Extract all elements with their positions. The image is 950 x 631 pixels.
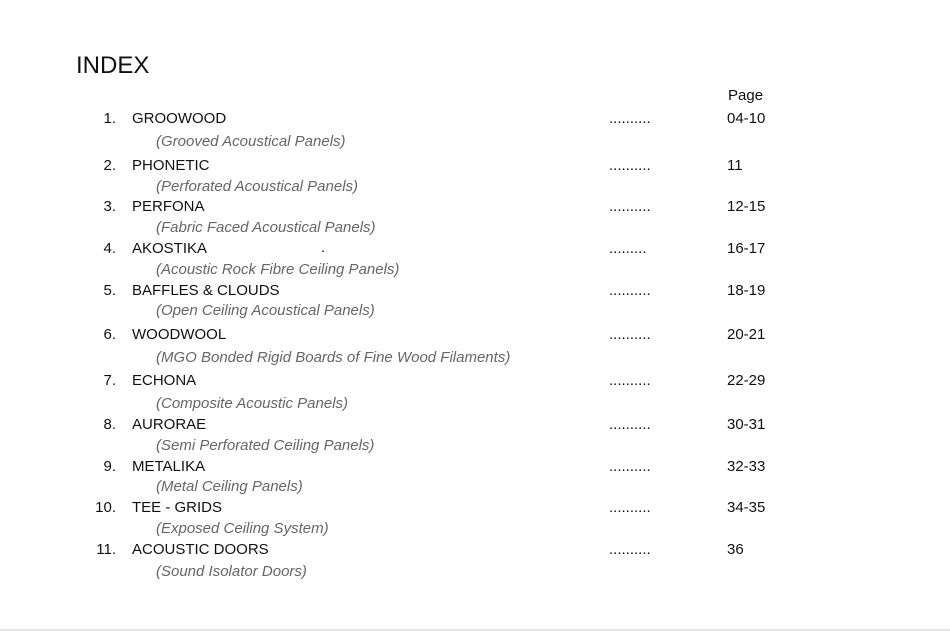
entry-name: PHONETIC	[132, 157, 210, 174]
entry-leader-dots: ..........	[609, 110, 651, 127]
entry-name: WOODWOOL	[132, 326, 227, 343]
entry-number: 11.	[96, 541, 116, 558]
entry-number: 4.	[103, 240, 116, 257]
stray-mark: .	[321, 239, 326, 256]
entry-subtitle: (Sound Isolator Doors)	[156, 563, 307, 580]
entry-page: 20-21	[727, 326, 766, 343]
entry-subtitle: (MGO Bonded Rigid Boards of Fine Wood Fi…	[156, 349, 511, 366]
entry-subtitle: (Grooved Acoustical Panels)	[156, 133, 346, 150]
entry-page: 12-15	[727, 198, 766, 215]
entry-number: 10.	[95, 499, 116, 516]
entry-leader-dots: ..........	[609, 198, 651, 215]
entry-number: 3.	[103, 198, 116, 215]
entry-subtitle: (Fabric Faced Acoustical Panels)	[156, 219, 376, 236]
entry-name: METALIKA	[132, 458, 206, 475]
entry-page: 22-29	[727, 372, 766, 389]
entry-leader-dots: ..........	[609, 541, 651, 558]
entry-page: 18-19	[727, 282, 766, 299]
entry-name: AURORAE	[132, 416, 207, 433]
entry-subtitle: (Acoustic Rock Fibre Ceiling Panels)	[156, 261, 400, 278]
entry-subtitle: (Exposed Ceiling System)	[156, 520, 329, 537]
entry-name: GROOWOOD	[132, 110, 227, 127]
entry-leader-dots: ..........	[609, 282, 651, 299]
entry-name: PERFONA	[132, 198, 205, 215]
entry-number: 8.	[103, 416, 116, 433]
entry-name: TEE - GRIDS	[132, 499, 223, 516]
entry-leader-dots: .........	[609, 240, 647, 257]
entry-name: ACOUSTIC DOORS	[132, 541, 269, 558]
page-column-header: Page	[728, 87, 764, 104]
entry-number: 2.	[103, 157, 116, 174]
entry-subtitle: (Metal Ceiling Panels)	[156, 478, 303, 495]
entry-page: 04-10	[727, 110, 766, 127]
entry-number: 5.	[103, 282, 116, 299]
entry-number: 9.	[103, 458, 116, 475]
entry-page: 30-31	[727, 416, 766, 433]
entry-subtitle: (Perforated Acoustical Panels)	[156, 178, 359, 195]
entry-subtitle: (Open Ceiling Acoustical Panels)	[156, 302, 375, 319]
entry-page: 11	[727, 157, 743, 174]
entry-leader-dots: ..........	[609, 326, 651, 343]
page-bottom-divider	[0, 629, 950, 631]
entry-page: 32-33	[727, 458, 766, 475]
entry-leader-dots: ..........	[609, 499, 651, 516]
entry-number: 7.	[103, 372, 116, 389]
entry-name: BAFFLES & CLOUDS	[132, 282, 280, 299]
page-title: INDEX	[76, 52, 150, 79]
entry-leader-dots: ..........	[609, 458, 651, 475]
entry-number: 1.	[103, 110, 116, 127]
entry-number: 6.	[103, 326, 116, 343]
entry-name: ECHONA	[132, 372, 197, 389]
entry-name: AKOSTIKA	[132, 240, 208, 257]
entry-leader-dots: ..........	[609, 157, 651, 174]
entry-page: 36	[727, 541, 744, 558]
entry-subtitle: (Composite Acoustic Panels)	[156, 395, 349, 412]
entry-leader-dots: ..........	[609, 416, 651, 433]
entry-leader-dots: ..........	[609, 372, 651, 389]
entry-page: 34-35	[727, 499, 766, 516]
entry-page: 16-17	[727, 240, 766, 257]
entry-subtitle: (Semi Perforated Ceiling Panels)	[156, 437, 375, 454]
